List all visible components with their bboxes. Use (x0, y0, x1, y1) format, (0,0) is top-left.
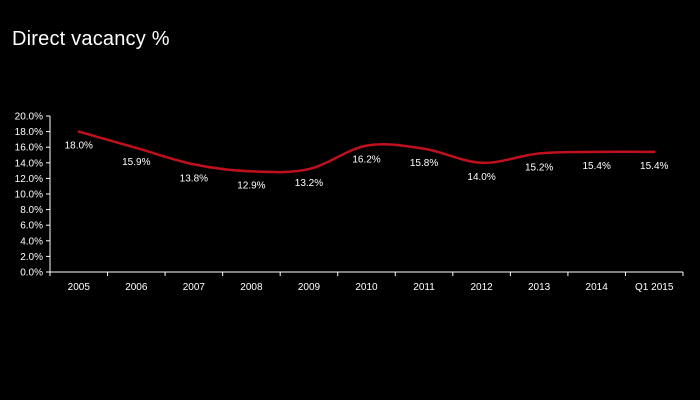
y-tick-label: 12.0% (15, 174, 43, 185)
y-tick-label: 20.0% (15, 112, 43, 123)
data-label: 18.0% (65, 141, 93, 152)
x-tick-label: 2010 (355, 282, 378, 293)
data-label: 15.4% (583, 161, 611, 172)
x-tick-label: 2013 (528, 282, 551, 293)
data-point (480, 161, 483, 164)
y-tick-label: 14.0% (15, 158, 43, 169)
x-tick-label: 2006 (125, 282, 148, 293)
x-tick-label: 2007 (183, 282, 206, 293)
data-label: 13.2% (295, 178, 323, 189)
data-point (77, 130, 80, 133)
x-tick-label: 2005 (68, 282, 91, 293)
y-tick-label: 4.0% (20, 236, 43, 247)
x-tick-label: 2012 (470, 282, 493, 293)
data-label: 12.9% (237, 180, 265, 191)
data-point (250, 170, 253, 173)
data-labels: 18.0% 15.9% 13.8% 12.9% 13.2% 16.2% 15.8% 14.0%… (65, 141, 669, 192)
data-label: 14.0% (467, 172, 495, 183)
data-point (307, 167, 311, 171)
data-point (422, 147, 426, 150)
y-tick-label: 0.0% (20, 268, 43, 279)
x-tick-label: 2009 (298, 282, 321, 293)
data-point (653, 150, 656, 154)
data-point (595, 150, 598, 154)
series-group (77, 130, 656, 174)
data-label: 16.2% (352, 155, 380, 166)
data-label: 15.8% (410, 158, 438, 169)
data-point (537, 152, 541, 155)
chart-title: Direct vacancy % (12, 28, 170, 50)
x-tick-label: Q1 2015 (635, 282, 674, 293)
y-tick-label: 10.0% (15, 190, 43, 201)
data-point (192, 163, 196, 166)
x-axis: 2005 2006 2007 2008 2009 2010 2011 2012 2013 2014… (49, 271, 684, 293)
y-tick-label: 16.0% (15, 143, 43, 154)
x-tick-label: 2011 (413, 282, 435, 293)
series-line (77, 130, 656, 174)
data-label: 15.2% (525, 162, 553, 173)
y-axis: 0.0% 2.0% 4.0% 6.0% 8.0% 10.0% 12.0% 14.0% 16.0%… (15, 112, 51, 279)
data-label: 15.4% (640, 161, 668, 172)
y-tick-label: 8.0% (20, 205, 43, 216)
x-tick-label: 2008 (240, 282, 263, 293)
y-tick-label: 6.0% (20, 221, 43, 232)
x-tick-label: 2014 (586, 282, 609, 293)
y-tick-label: 2.0% (20, 252, 43, 263)
data-point (135, 146, 138, 150)
data-point (365, 144, 368, 147)
data-label: 13.8% (180, 173, 208, 184)
y-tick-label: 18.0% (15, 127, 43, 138)
data-label: 15.9% (122, 157, 150, 168)
